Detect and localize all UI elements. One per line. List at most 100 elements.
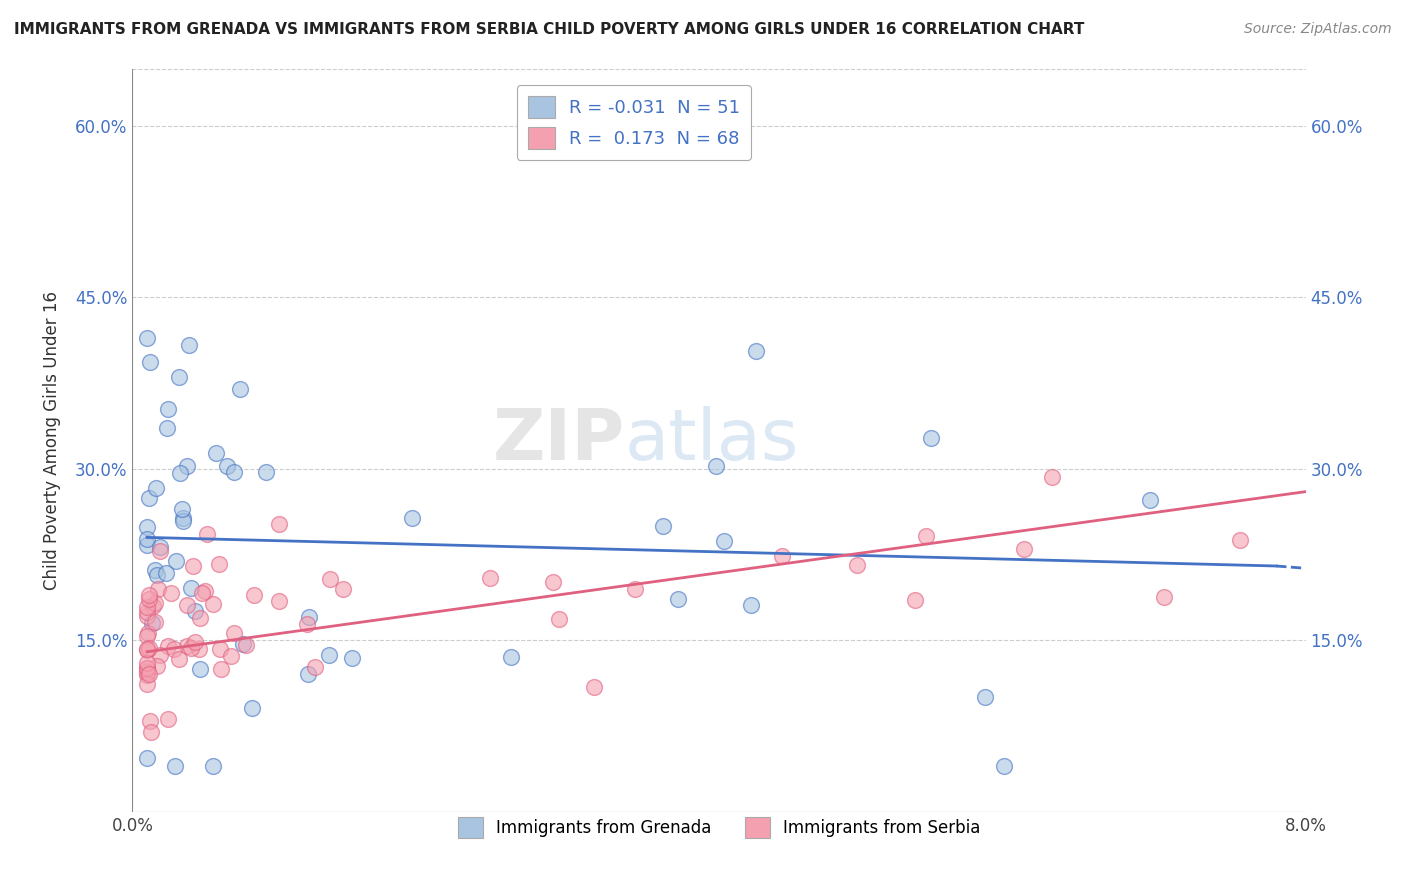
Point — [194, 584, 217, 599]
Point — [172, 511, 194, 525]
Point — [254, 465, 277, 479]
Point — [623, 582, 645, 597]
Point — [201, 597, 224, 611]
Point — [136, 656, 159, 670]
Point — [1040, 470, 1063, 484]
Point — [974, 690, 997, 704]
Point — [136, 532, 159, 546]
Point — [176, 639, 198, 653]
Point — [172, 514, 194, 528]
Point — [136, 643, 159, 657]
Text: IMMIGRANTS FROM GRENADA VS IMMIGRANTS FROM SERBIA CHILD POVERTY AMONG GIRLS UNDE: IMMIGRANTS FROM GRENADA VS IMMIGRANTS FR… — [14, 22, 1084, 37]
Text: Source: ZipAtlas.com: Source: ZipAtlas.com — [1244, 22, 1392, 37]
Point — [138, 588, 160, 602]
Point — [146, 568, 169, 582]
Point — [267, 516, 290, 531]
Point — [163, 642, 186, 657]
Point — [208, 641, 231, 656]
Point — [209, 662, 232, 676]
Point — [541, 574, 564, 589]
Point — [183, 604, 205, 618]
Point — [846, 558, 869, 573]
Point — [155, 566, 177, 581]
Point — [1012, 542, 1035, 557]
Point — [149, 544, 172, 558]
Point — [139, 355, 162, 369]
Point — [176, 458, 198, 473]
Point — [145, 481, 167, 495]
Point — [136, 520, 159, 534]
Point — [740, 598, 762, 612]
Point — [142, 599, 165, 614]
Point — [180, 640, 202, 655]
Text: atlas: atlas — [626, 406, 800, 475]
Point — [143, 596, 166, 610]
Point — [204, 446, 226, 460]
Point — [136, 641, 159, 656]
Point — [319, 572, 342, 586]
Point — [136, 537, 159, 551]
Point — [136, 331, 159, 345]
Point — [177, 338, 200, 352]
Point — [159, 586, 181, 600]
Point — [138, 667, 160, 681]
Point — [713, 534, 735, 549]
Point — [342, 651, 364, 665]
Point — [745, 344, 768, 359]
Point — [297, 609, 319, 624]
Point — [202, 759, 225, 773]
Point — [156, 639, 179, 653]
Point — [136, 600, 159, 615]
Point — [167, 652, 190, 666]
Point — [149, 540, 172, 554]
Point — [478, 571, 501, 585]
Point — [143, 563, 166, 577]
Point — [156, 401, 179, 416]
Point — [180, 581, 202, 595]
Point — [169, 466, 191, 480]
Point — [170, 502, 193, 516]
Point — [176, 599, 198, 613]
Point — [138, 491, 160, 505]
Point — [148, 582, 170, 597]
Point — [136, 609, 159, 624]
Point — [146, 659, 169, 673]
Point — [145, 615, 167, 630]
Point — [181, 558, 204, 573]
Point — [219, 649, 242, 664]
Point — [136, 605, 159, 619]
Point — [332, 582, 354, 597]
Point — [136, 677, 159, 691]
Point — [141, 725, 163, 739]
Point — [136, 750, 159, 764]
Point — [704, 458, 727, 473]
Point — [136, 661, 159, 675]
Legend: Immigrants from Grenada, Immigrants from Serbia: Immigrants from Grenada, Immigrants from… — [451, 811, 987, 845]
Point — [666, 592, 689, 607]
Point — [1139, 492, 1161, 507]
Point — [208, 557, 231, 571]
Point — [155, 420, 177, 434]
Point — [138, 714, 160, 728]
Y-axis label: Child Poverty Among Girls Under 16: Child Poverty Among Girls Under 16 — [44, 291, 60, 590]
Point — [304, 660, 326, 674]
Point — [993, 759, 1015, 773]
Point — [136, 668, 159, 682]
Point — [501, 649, 523, 664]
Point — [215, 458, 238, 473]
Point — [228, 382, 250, 396]
Point — [138, 592, 160, 607]
Point — [1229, 533, 1251, 548]
Point — [548, 612, 571, 626]
Point — [149, 648, 172, 663]
Point — [1153, 590, 1175, 604]
Point — [136, 628, 159, 642]
Point — [188, 662, 211, 676]
Point — [191, 586, 214, 600]
Point — [163, 759, 186, 773]
Point — [240, 701, 263, 715]
Point — [232, 637, 254, 651]
Point — [138, 641, 160, 656]
Point — [166, 554, 188, 568]
Point — [318, 648, 340, 662]
